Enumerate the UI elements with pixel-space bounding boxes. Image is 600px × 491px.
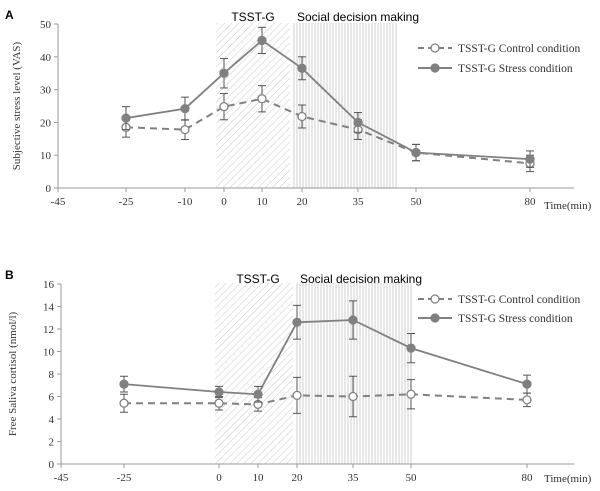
panel-b-stress-point [253,389,263,399]
panel-a-control-point [257,94,267,104]
panel-a-stress-point [180,103,190,114]
panel-b-stress-point [522,379,532,389]
panel-a-y-tick-label: 20 [40,117,52,129]
panel-b-y-tick-label: 6 [49,392,55,404]
panel-b-legend-stress-label: TSST-G Stress condition [458,313,573,325]
panel-a-stress-point [297,63,307,73]
panel-a-stress-point [411,147,421,158]
panel-a-x-tick-label: 35 [353,196,365,208]
panel-a-control-point [297,111,307,122]
panel-a-control-line [125,97,531,165]
panel-b-control-line [124,393,528,406]
panel-b-control-point [214,398,224,408]
panel-a-y-axis-title: Subjective stress level (VAS) [11,41,23,170]
panel-a-legend-control-marker [430,43,440,53]
panel-a-control-point [219,102,229,112]
panel-a-y-tick-label: 50 [40,19,52,31]
panel-a-stress-point [257,35,267,46]
panel-a-legend: TSST-G Control condition TSST-G Stress c… [418,43,580,75]
panel-a-x-tick-label: 20 [297,196,309,208]
panel-b-y-tick-label: 12 [43,324,54,336]
panel-b-x-tick-label: 10 [253,472,265,484]
panel-a-decision-region [293,23,397,188]
panel-a-x-axis-title: Time(min) [544,200,592,212]
panel-a-x-tick-label: 80 [525,196,537,208]
panel-b-legend-control: TSST-G Control condition [418,294,580,306]
panel-a-y-tick-label: 10 [40,150,52,162]
panel-a-legend-control: TSST-G Control condition [418,43,580,55]
panel-b-legend-control-label: TSST-G Control condition [458,294,580,306]
panel-a-x-tick-label: -25 [119,196,134,208]
panel-b-legend-stress-marker [430,313,440,323]
panel-a-stress-region-label: TSST-G [231,10,274,24]
panel-a-stress-point [121,113,131,123]
panel-b-control-point [406,389,416,399]
panel-b-x-tick-label: 50 [406,472,418,484]
panel-a: 0 10 20 30 40 50 -45 -25 -10 0 10 20 35 50 80 A TSST-G… [5,8,592,212]
panel-b-label: B [5,268,14,282]
panel-b-y-tick-label: 8 [49,369,55,381]
panel-b-control-point [348,391,358,402]
panel-b-x-tick-label: 80 [522,472,534,484]
panel-b-legend-control-marker [430,294,440,304]
panel-a-x-tick-label: -45 [51,196,66,208]
panel-a-y-tick-label: 30 [40,85,52,97]
panel-a-stress-point [219,68,229,78]
panel-b-y-tick-label: 16 [43,279,55,291]
panel-b-y-tick-label: 10 [43,347,55,359]
panel-b-x-tick-label: -45 [54,472,69,484]
panel-a-x-tick-label: -10 [178,196,193,208]
panel-b-x-tick-label: 35 [348,472,360,484]
panel-a-stress-point [525,154,535,164]
panel-a-label: A [5,8,14,22]
panel-a-y-tick-label: 40 [40,52,52,64]
panel-b-control-point [292,390,302,401]
panel-b-y-tick-label: 0 [49,459,55,471]
panel-a-y-tick-label: 0 [46,183,52,195]
panel-a-x-tick-label: 10 [257,196,269,208]
panel-b-y-tick-label: 4 [49,414,55,426]
panel-b-y-tick-label: 2 [49,437,55,449]
panel-b-stress-point [119,379,129,389]
panel-a-stress-line [125,39,531,160]
panel-b-stress-line [123,319,528,396]
panel-a-decision-region-label: Social decision making [297,10,419,24]
panel-b-control-point [119,398,129,408]
panel-b-control-point [522,395,532,405]
panel-b-x-tick-label: 0 [216,472,222,484]
panel-a-x-tick-label: 0 [221,196,227,208]
panel-a-legend-stress: TSST-G Stress condition [418,63,573,75]
panel-b-x-tick-label: -25 [117,472,132,484]
panel-a-legend-stress-label: TSST-G Stress condition [458,63,573,75]
panel-b-legend-stress: TSST-G Stress condition [418,313,573,325]
panel-a-control-point [180,124,190,135]
panel-b-stress-point [406,343,416,353]
panel-b-y-tick-label: 14 [43,302,55,314]
panel-b-y-axis-title: Free Saliva cortisol (nmol/l) [7,311,19,436]
panel-b-legend: TSST-G Control condition TSST-G Stress c… [418,294,580,325]
panel-a-stress-point [353,117,363,128]
panel-a-x-tick-label: 50 [411,196,423,208]
panel-b: 0 2 4 6 8 10 12 14 16 -45 -25 0 10 20 35 50 80 B TSST-G … [5,268,592,485]
panel-b-stress-point [348,315,358,325]
panel-b-decision-region [296,283,412,464]
panel-b-stress-region-label: TSST-G [236,272,279,286]
panel-a-legend-stress-marker [430,63,440,73]
panel-b-stress-point [214,387,224,397]
panel-b-decision-region-label: Social decision making [300,272,422,286]
panel-b-stress-region [215,283,294,464]
panel-b-stress-point [292,317,302,327]
panel-a-legend-control-label: TSST-G Control condition [458,43,580,55]
panel-b-x-axis-title: Time(min) [544,473,592,485]
panel-b-x-tick-label: 20 [292,472,304,484]
